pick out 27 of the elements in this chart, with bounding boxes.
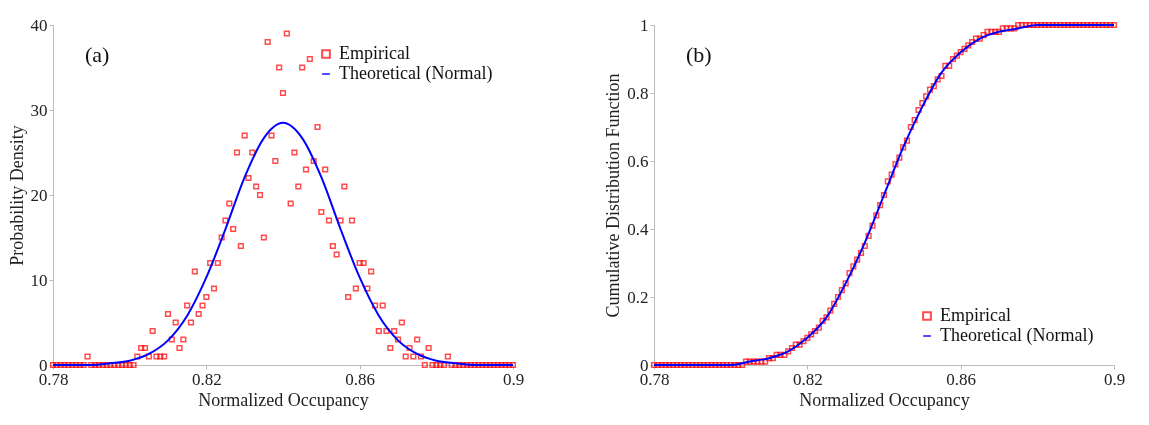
legend-label: Empirical	[940, 305, 1011, 325]
x-axis-title: Normalized Occupancy	[799, 389, 970, 410]
y-tick-label: 0	[640, 355, 649, 375]
annotation: (a)	[85, 42, 110, 67]
y-tick-label: 0.4	[627, 219, 649, 239]
y-tick-label: 0.6	[627, 151, 649, 171]
x-tick-label: 0.9	[1103, 369, 1126, 389]
legend-label: Theoretical (Normal)	[339, 63, 493, 84]
y-axis-title: Cumulative Distribution Function	[603, 73, 624, 318]
y-tick-label: 20	[30, 185, 48, 205]
legend-label: Empirical	[339, 43, 410, 63]
x-tick-label: 0.86	[345, 369, 376, 389]
x-tick-label: 0.86	[946, 369, 977, 389]
x-tick-label: 0.82	[792, 369, 823, 389]
y-tick-label: 10	[30, 270, 48, 290]
y-tick-label: 40	[30, 15, 48, 35]
x-axis-title: Normalized Occupancy	[198, 389, 369, 410]
y-tick-label: 0	[39, 355, 48, 375]
y-tick-label: 0.2	[627, 287, 649, 307]
x-tick-label: 0.82	[191, 369, 222, 389]
y-tick-label: 1	[640, 15, 649, 35]
legend-label: Theoretical (Normal)	[940, 325, 1094, 346]
annotation: (b)	[686, 42, 712, 67]
y-axis-title: Probability Density	[6, 125, 27, 266]
y-tick-label: 30	[30, 100, 48, 120]
y-tick-label: 0.8	[627, 83, 649, 103]
x-tick-label: 0.9	[502, 369, 525, 389]
